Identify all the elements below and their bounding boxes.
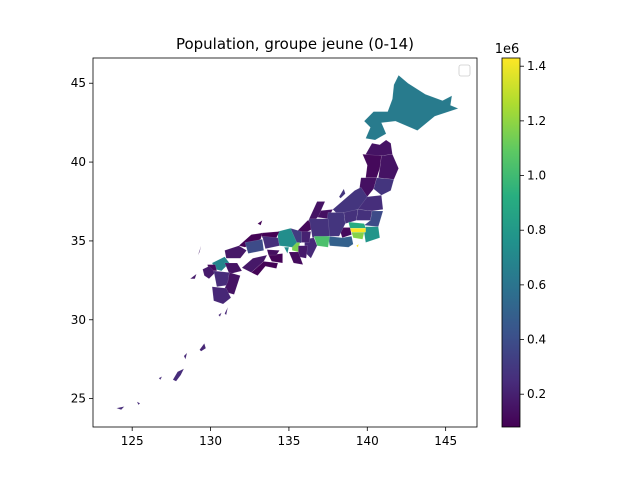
region-shiga: [301, 231, 312, 243]
region-kagoshima: [211, 286, 232, 305]
x-tick-label: 125: [121, 434, 144, 448]
region-niigata-island-11: [338, 188, 346, 199]
y-tick-label: 35: [71, 234, 86, 248]
region-kanagawa: [351, 232, 365, 240]
region-yamanashi: [338, 227, 352, 238]
region-shimane-island-10: [257, 220, 263, 226]
region-okayama: [262, 236, 280, 249]
legend-box: [458, 64, 471, 77]
region-okinawa-island-2: [136, 401, 141, 406]
region-wakayama: [288, 251, 304, 265]
region-hiroshima: [244, 239, 264, 254]
axes-frame: [92, 57, 478, 428]
region-gifu: [309, 218, 330, 238]
colorbar-tick-label: 1.2: [527, 114, 546, 128]
region-hyogo-island-12: [283, 247, 290, 254]
region-kagoshima-island-5: [199, 343, 206, 352]
region-hokkaido: [363, 75, 459, 141]
x-axis: 125 130 135 140 145: [121, 427, 457, 448]
chart-title: Population, groupe jeune (0-14): [176, 35, 414, 53]
region-oita: [224, 262, 243, 275]
region-okinawa: [172, 368, 185, 382]
region-tochigi: [356, 209, 373, 221]
colorbar: [502, 58, 520, 427]
region-okinawa-island-1: [115, 406, 125, 410]
x-tick-label: 145: [434, 434, 457, 448]
colorbar-tick-label: 1.0: [527, 169, 546, 183]
region-kagoshima-island-4: [183, 352, 188, 360]
region-nagasaki-island-9: [197, 245, 202, 256]
colorbar-ticks: 0.2 0.4 0.6 0.8 1.0 1.2 1.4: [520, 59, 546, 401]
colorbar-offset-text: 1e6: [495, 42, 520, 57]
region-kagoshima-island-6: [218, 312, 222, 317]
x-tick-label: 135: [277, 434, 300, 448]
map-layer: [115, 75, 459, 410]
y-tick-label: 40: [71, 155, 86, 169]
region-kagawa: [266, 249, 280, 256]
colorbar-tick-label: 0.8: [527, 223, 546, 237]
region-shimane: [238, 232, 263, 248]
x-tick-label: 140: [356, 434, 379, 448]
colorbar-tick-label: 0.2: [527, 387, 546, 401]
y-tick-label: 30: [71, 313, 86, 327]
region-tokushima: [268, 253, 283, 264]
y-axis: 25 30 35 40 45: [71, 76, 93, 406]
x-tick-label: 130: [199, 434, 222, 448]
region-shizuoka: [327, 236, 354, 248]
region-nagasaki-island-8: [189, 273, 197, 279]
region-aichi: [313, 236, 330, 248]
colorbar-tick-label: 1.4: [527, 59, 546, 73]
region-ehime: [241, 254, 268, 273]
colorbar-tick-label: 0.6: [527, 278, 546, 292]
region-yamaguchi: [224, 245, 247, 259]
region-okinawa-island-3: [158, 376, 163, 380]
region-miyazaki: [222, 272, 241, 295]
region-nagasaki: [202, 266, 216, 279]
colorbar-tick-label: 0.4: [527, 333, 546, 347]
y-tick-label: 45: [71, 76, 86, 90]
y-tick-label: 25: [71, 392, 86, 406]
region-tokyo-island-13: [356, 243, 359, 248]
region-tokyo: [349, 228, 366, 233]
colorbar-frame: [501, 57, 521, 428]
region-kochi: [251, 261, 279, 276]
region-kagoshima-island-7: [224, 307, 228, 316]
